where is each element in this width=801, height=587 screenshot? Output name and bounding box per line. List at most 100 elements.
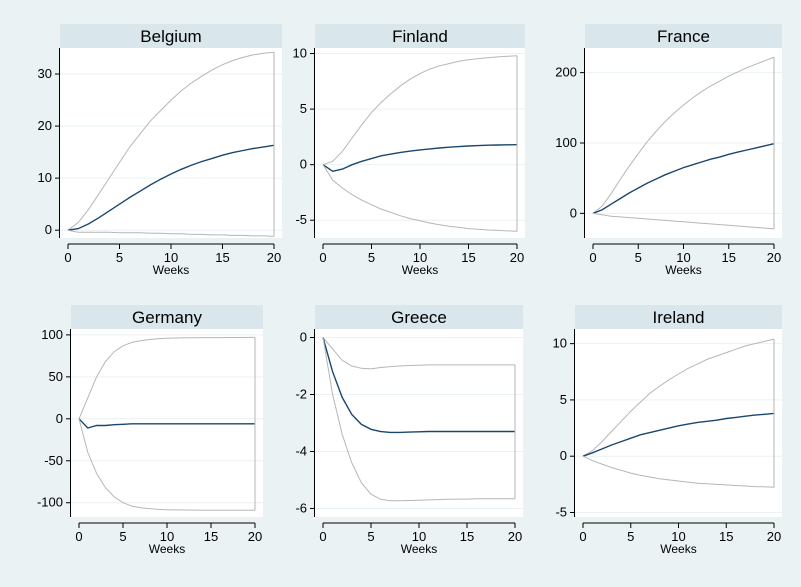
x-tick-label-finland: 10 — [413, 250, 427, 265]
x-tick-label-germany: 5 — [119, 529, 126, 544]
x-tick-label-ireland: 5 — [627, 529, 634, 544]
series-line-irf-france — [592, 143, 775, 215]
series-line-irf-greece — [322, 337, 515, 434]
series-line-irf-ireland — [582, 412, 775, 457]
x-axis-title-germany: Weeks — [149, 542, 185, 556]
x-tick-label-france: 15 — [722, 250, 736, 265]
series-line-lower-ireland — [582, 455, 775, 488]
panel-belgium: Belgium 0 10 20 30 0 5 10 15 20 Weeks — [38, 24, 282, 277]
x-tick-label-ireland: 20 — [767, 529, 781, 544]
x-tick-label-finland: 20 — [510, 250, 524, 265]
y-tick-label-greece: -6 — [295, 500, 307, 515]
y-tick-label-germany: -50 — [44, 453, 63, 468]
title-strip-belgium — [60, 24, 282, 48]
series-line-lower-france — [592, 212, 775, 230]
series-line-upper-france — [592, 56, 775, 214]
x-axis-title-finland: Weeks — [402, 263, 438, 277]
series-line-irf-germany — [78, 418, 255, 429]
title-strip-germany — [71, 305, 263, 329]
x-tick-label-greece: 10 — [412, 529, 426, 544]
y-tick-label-belgium: 0 — [45, 222, 52, 237]
series-line-irf-finland — [322, 144, 518, 173]
x-tick-label-finland: 5 — [368, 250, 375, 265]
y-tick-label-germany: 100 — [41, 327, 63, 342]
y-tick-label-ireland: -5 — [555, 504, 567, 519]
x-tick-label-belgium: 20 — [267, 250, 281, 265]
x-tick-label-france: 0 — [589, 250, 596, 265]
title-strip-france — [585, 24, 782, 48]
y-tick-label-finland: 5 — [300, 101, 307, 116]
title-strip-finland — [315, 24, 525, 48]
y-tick-label-ireland: 10 — [553, 336, 567, 351]
y-tick-label-greece: -2 — [295, 387, 307, 402]
x-tick-label-france: 20 — [767, 250, 781, 265]
plot-area-greece — [315, 329, 523, 517]
series-line-lower-greece — [322, 337, 515, 502]
x-tick-label-ireland: 15 — [719, 529, 733, 544]
plot-area-belgium — [60, 48, 282, 238]
series-line-upper-ireland — [582, 338, 775, 457]
panel-title-france: France — [657, 27, 710, 46]
y-tick-label-belgium: 20 — [38, 118, 52, 133]
x-tick-label-greece: 20 — [508, 529, 522, 544]
x-axis-title-france: Weeks — [665, 263, 701, 277]
panel-germany: Germany -100 -50 0 50 100 0 5 10 15 20 Weeks — [37, 305, 263, 556]
x-tick-label-belgium: 5 — [116, 250, 123, 265]
plot-area-germany — [71, 329, 263, 517]
y-tick-label-germany: 50 — [49, 369, 63, 384]
x-tick-label-germany: 0 — [75, 529, 82, 544]
y-tick-label-belgium: 10 — [38, 170, 52, 185]
y-tick-label-greece: 0 — [300, 330, 307, 345]
panel-title-greece: Greece — [391, 308, 447, 327]
panel-greece: Greece -6 -4 -2 0 0 5 10 15 20 Weeks — [295, 305, 523, 556]
y-tick-label-ireland: 0 — [560, 448, 567, 463]
x-tick-label-ireland: 10 — [671, 529, 685, 544]
y-tick-label-finland: -5 — [295, 212, 307, 227]
x-tick-label-belgium: 0 — [64, 250, 71, 265]
title-strip-greece — [315, 305, 523, 329]
panel-title-belgium: Belgium — [140, 27, 201, 46]
x-tick-label-finland: 15 — [461, 250, 475, 265]
series-line-upper-belgium — [67, 51, 275, 231]
series-line-upper-greece — [322, 337, 515, 370]
plot-area-finland — [315, 48, 525, 238]
y-tick-label-france: 0 — [570, 205, 577, 220]
x-tick-label-greece: 15 — [460, 529, 474, 544]
x-tick-label-belgium: 15 — [215, 250, 229, 265]
panel-finland: Finland -5 0 5 10 0 5 10 15 20 Weeks — [293, 24, 525, 277]
y-tick-label-greece: -4 — [295, 443, 307, 458]
panel-france: France 0 100 200 0 5 10 15 20 Weeks — [555, 24, 782, 277]
y-tick-label-belgium: 30 — [38, 66, 52, 81]
x-tick-label-germany: 10 — [160, 529, 174, 544]
series-line-lower-germany — [78, 418, 255, 511]
panel-title-ireland: Ireland — [653, 308, 705, 327]
y-tick-label-germany: 0 — [56, 411, 63, 426]
series-line-upper-germany — [78, 336, 255, 419]
y-tick-label-finland: 10 — [293, 46, 307, 61]
y-tick-label-france: 100 — [555, 135, 577, 150]
panel-ireland: Ireland -5 0 5 10 0 5 10 15 20 Weeks — [553, 305, 782, 556]
x-tick-label-finland: 0 — [319, 250, 326, 265]
title-strip-ireland — [575, 305, 782, 329]
x-tick-label-ireland: 0 — [579, 529, 586, 544]
y-tick-label-finland: 0 — [300, 157, 307, 172]
panel-title-finland: Finland — [392, 27, 448, 46]
series-line-lower-finland — [322, 164, 518, 232]
x-axis-title-greece: Weeks — [401, 542, 437, 556]
y-tick-label-germany: -100 — [37, 495, 63, 510]
series-line-lower-belgium — [67, 229, 275, 237]
y-tick-label-france: 200 — [555, 65, 577, 80]
series-line-irf-belgium — [67, 144, 275, 231]
x-tick-label-greece: 5 — [367, 529, 374, 544]
plot-area-ireland — [575, 329, 782, 517]
x-tick-label-belgium: 10 — [164, 250, 178, 265]
x-tick-label-greece: 0 — [319, 529, 326, 544]
x-axis-title-ireland: Weeks — [660, 542, 696, 556]
x-tick-label-france: 10 — [676, 250, 690, 265]
series-line-upper-finland — [322, 55, 518, 166]
x-tick-label-germany: 20 — [248, 529, 262, 544]
y-tick-label-ireland: 5 — [560, 392, 567, 407]
x-axis-title-belgium: Weeks — [153, 263, 189, 277]
